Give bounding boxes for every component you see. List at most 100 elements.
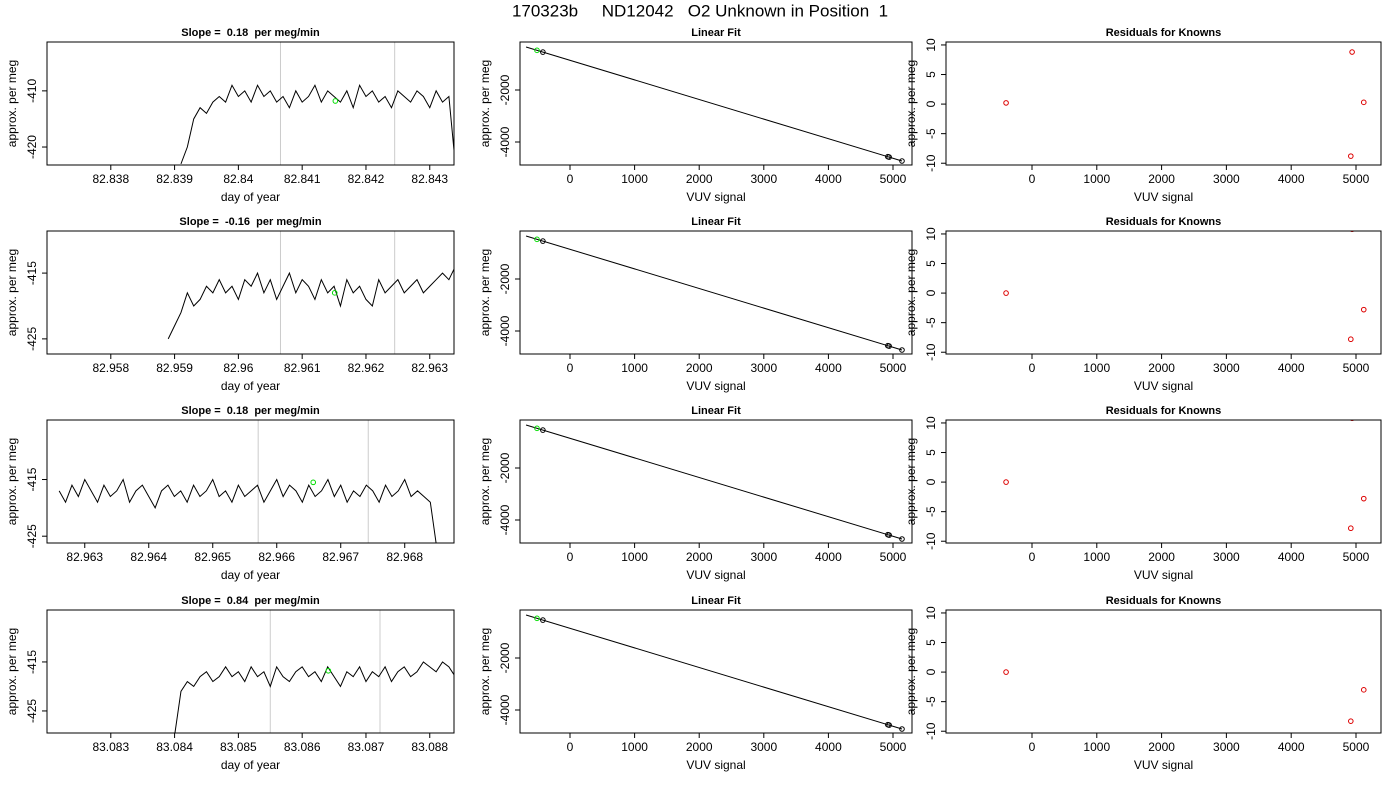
x-axis-label: VUV signal <box>1134 379 1193 393</box>
x-tick-label: 3000 <box>750 172 777 186</box>
x-tick-label: 0 <box>1029 172 1036 186</box>
y-tick-label: -425 <box>25 524 39 548</box>
x-tick-label: 5000 <box>880 172 907 186</box>
plot-frame <box>46 41 455 166</box>
y-tick-label: -10 <box>924 532 938 550</box>
panel-title: Slope = 0.18 per meg/min <box>181 405 320 417</box>
x-tick-label: 1000 <box>1083 172 1110 186</box>
x-tick-label: 1000 <box>1083 740 1110 754</box>
y-tick-label: -5 <box>924 506 938 517</box>
x-tick-label: 2000 <box>686 361 713 375</box>
y-tick-label: -2000 <box>498 74 512 105</box>
x-tick-label: 4000 <box>815 550 842 564</box>
y-axis-label: approx. per meg <box>5 438 19 525</box>
y-tick-label: 5 <box>924 260 938 267</box>
panel-title: Linear Fit <box>691 595 741 607</box>
y-axis-label: approx. per meg <box>478 628 492 715</box>
panel: Slope = 0.18 per meg/min day of year appro… <box>5 405 455 582</box>
x-axis-label: VUV signal <box>1134 568 1193 582</box>
panel-title: Linear Fit <box>691 216 741 228</box>
x-tick-label: 1000 <box>621 361 648 375</box>
panel: Linear Fit VUV signal approx. per meg 0 1000… <box>478 405 913 582</box>
x-tick-label: 5000 <box>880 740 907 754</box>
y-tick-label: 0 <box>924 478 938 485</box>
data-point <box>886 154 892 160</box>
data-point <box>899 347 905 353</box>
x-tick-label: 2000 <box>1148 550 1175 564</box>
x-tick-label: 82.962 <box>348 361 385 375</box>
data-point <box>1349 49 1355 55</box>
data-point <box>540 238 546 244</box>
x-tick-label: 82.958 <box>92 361 129 375</box>
y-tick-label: -415 <box>25 650 39 674</box>
y-tick-label: 10 <box>924 227 938 241</box>
x-tick-label: 3000 <box>1213 172 1240 186</box>
x-tick-label: 83.088 <box>411 740 448 754</box>
y-tick-label: 10 <box>924 416 938 430</box>
plot-area <box>58 420 437 543</box>
y-axis-label: approx. per meg <box>5 628 19 715</box>
data-point <box>886 722 892 728</box>
y-tick-label: -425 <box>25 327 39 351</box>
x-tick-label: 2000 <box>1148 172 1175 186</box>
x-tick-label: 1000 <box>621 740 648 754</box>
x-tick-label: 2000 <box>686 550 713 564</box>
y-tick-label: 10 <box>924 38 938 52</box>
x-tick-label: 82.967 <box>322 550 359 564</box>
data-point <box>899 726 905 732</box>
data-line <box>58 478 437 543</box>
data-point <box>540 49 546 55</box>
data-point <box>310 479 317 486</box>
x-tick-label: 4000 <box>815 361 842 375</box>
data-line <box>525 235 903 351</box>
x-tick-label: 3000 <box>750 361 777 375</box>
plot-frame <box>945 609 1382 734</box>
x-tick-label: 5000 <box>880 550 907 564</box>
y-tick-label: -10 <box>924 722 938 740</box>
x-tick-label: 4000 <box>815 172 842 186</box>
panel-title: Linear Fit <box>691 405 741 417</box>
data-line <box>180 83 454 165</box>
x-tick-label: 82.842 <box>348 172 385 186</box>
data-point <box>534 47 540 54</box>
panel: Residuals for Knowns VUV signal approx. pe… <box>904 216 1382 393</box>
plot-area <box>1003 420 1367 532</box>
x-tick-label: 82.843 <box>411 172 448 186</box>
x-tick-label: 82.965 <box>194 550 231 564</box>
x-tick-label: 5000 <box>1343 740 1370 754</box>
plot-frame <box>46 230 455 355</box>
panel-title: Residuals for Knowns <box>1106 216 1222 228</box>
x-tick-label: 0 <box>567 740 574 754</box>
x-axis-label: VUV signal <box>1134 758 1193 772</box>
x-tick-label: 2000 <box>1148 361 1175 375</box>
panel: Slope = 0.18 per meg/min day of year appro… <box>5 27 455 204</box>
data-line <box>174 661 454 733</box>
x-tick-label: 82.839 <box>156 172 193 186</box>
y-tick-label: -4000 <box>498 126 512 157</box>
x-axis-label: VUV signal <box>686 379 745 393</box>
x-tick-label: 5000 <box>1343 361 1370 375</box>
x-tick-label: 4000 <box>1278 172 1305 186</box>
x-tick-label: 1000 <box>1083 361 1110 375</box>
plot-frame <box>519 41 913 166</box>
data-point <box>1348 153 1354 159</box>
x-tick-label: 5000 <box>880 361 907 375</box>
data-point <box>1348 718 1354 724</box>
x-tick-label: 83.086 <box>284 740 321 754</box>
plot-area <box>525 424 905 542</box>
data-point <box>1349 420 1355 422</box>
x-axis-label: day of year <box>221 568 280 582</box>
y-tick-label: -10 <box>924 154 938 172</box>
y-axis-label: approx. per meg <box>904 60 918 147</box>
x-tick-label: 82.96 <box>223 361 253 375</box>
y-axis-label: approx. per meg <box>478 60 492 147</box>
y-tick-label: -425 <box>25 699 39 723</box>
data-point <box>1003 100 1009 106</box>
data-point <box>1349 231 1355 233</box>
x-tick-label: 0 <box>1029 361 1036 375</box>
plot-area <box>180 42 454 165</box>
x-tick-label: 1000 <box>621 550 648 564</box>
y-tick-label: -5 <box>924 317 938 328</box>
x-tick-label: 3000 <box>1213 550 1240 564</box>
